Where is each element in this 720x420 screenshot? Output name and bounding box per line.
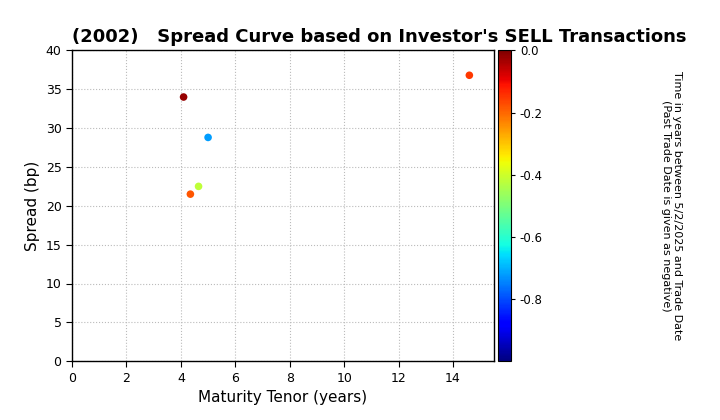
Point [202,134,214,141]
Y-axis label: Time in years between 5/2/2025 and Trade Date
(Past Trade Date is given as negat: Time in years between 5/2/2025 and Trade… [661,71,683,341]
Point [184,191,196,197]
Y-axis label: Spread (bp): Spread (bp) [25,161,40,251]
Point [178,94,189,100]
Text: (2002)   Spread Curve based on Investor's SELL Transactions: (2002) Spread Curve based on Investor's … [72,28,686,46]
X-axis label: Maturity Tenor (years): Maturity Tenor (years) [199,390,367,405]
Point [464,72,475,79]
Point [193,183,204,190]
